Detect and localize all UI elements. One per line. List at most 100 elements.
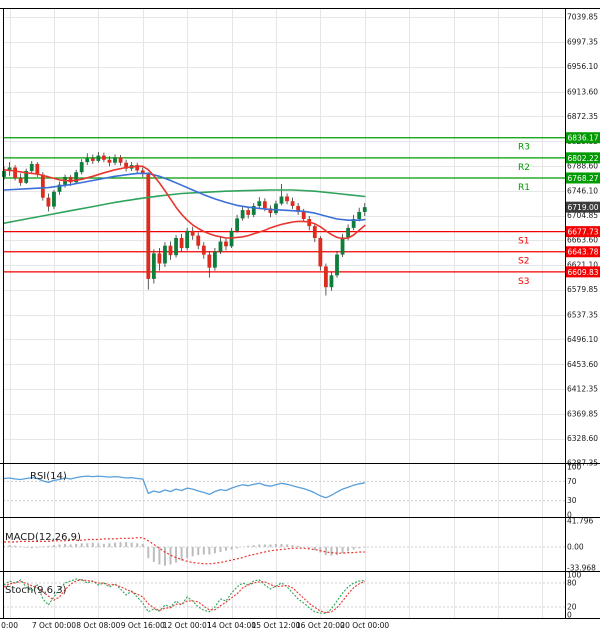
candle-body <box>174 237 178 256</box>
candle-body <box>274 203 278 214</box>
candle-body <box>140 170 145 174</box>
candle-body <box>301 211 306 220</box>
time-tick-label: 16 Oct 20:00 <box>296 621 345 630</box>
candle-body <box>262 201 267 209</box>
support-label-s1: S1 <box>518 237 529 247</box>
rsi-tick-label: 70 <box>567 477 577 486</box>
price-tick-label: 6537.35 <box>567 310 598 319</box>
price-tick-label: 6579.85 <box>567 285 598 294</box>
candle-body <box>346 227 350 238</box>
price-tick-label: 6788.60 <box>567 161 598 170</box>
price-tick-label: 6913.60 <box>567 87 598 96</box>
svg-text:6609.83: 6609.83 <box>568 268 599 277</box>
candle-body <box>57 184 62 192</box>
time-tick-label: 12 Oct 00:01 <box>163 621 212 630</box>
ma-line-red <box>3 165 366 240</box>
candle-body <box>224 241 228 247</box>
price-tick-label: 6412.35 <box>567 384 598 393</box>
candle-body <box>74 172 79 183</box>
stoch-tick-label: 0 <box>567 611 572 620</box>
candle-body <box>90 158 95 161</box>
price-label-s3: 6609.83 <box>565 266 600 278</box>
price-tick-label: 6872.35 <box>567 112 598 121</box>
price-tick-label: 6453.60 <box>567 360 598 369</box>
price-label-r3: 6836.17 <box>565 132 600 144</box>
rsi-tick-label: 100 <box>567 463 582 472</box>
candle-body <box>329 275 334 288</box>
candle-body <box>357 211 362 220</box>
rsi-line <box>3 475 365 499</box>
svg-text:6719.00: 6719.00 <box>568 203 599 212</box>
support-label-s3: S3 <box>518 277 529 287</box>
candle-body <box>163 245 167 264</box>
candle-body <box>201 245 206 255</box>
rsi-indicator-label: RSI(14) <box>30 471 67 482</box>
candle-body <box>190 230 195 236</box>
candle-body <box>312 226 317 238</box>
svg-text:6643.78: 6643.78 <box>568 248 599 257</box>
macd-tick-label: 0.00 <box>567 543 584 552</box>
stoch-tick-label: 80 <box>567 579 577 588</box>
price-label-s1: 6677.73 <box>565 226 600 238</box>
price-tick-label: 6997.35 <box>567 38 598 47</box>
macd-signal-line <box>4 537 365 565</box>
candle-body <box>107 159 112 163</box>
stoch-d-line <box>3 579 366 614</box>
candle-body <box>24 171 29 183</box>
macd-tick-label: 41.796 <box>567 517 593 526</box>
rsi-tick-label: 0 <box>567 511 572 520</box>
svg-text:6802.22: 6802.22 <box>568 154 599 163</box>
candle-body <box>52 191 56 207</box>
candle-body <box>257 201 262 206</box>
stoch-indicator-label: Stoch(9,6,3) <box>5 585 67 596</box>
candle-body <box>324 266 328 288</box>
svg-text:6836.17: 6836.17 <box>568 134 599 143</box>
price-tick-label: 6956.10 <box>567 62 598 71</box>
time-axis: 0:00 7 Oct 00:00 8 Oct 08:00 9 Oct 16:0012 … <box>1 621 389 630</box>
candle-body <box>13 167 17 179</box>
candle-body <box>268 208 273 214</box>
candle-body <box>290 201 295 206</box>
candlestick-series <box>2 152 367 296</box>
panel-borders <box>0 8 600 619</box>
price-tick-label: 6746.10 <box>567 187 598 196</box>
time-tick-label: 0:00 <box>1 621 18 630</box>
price-tick-label: 7039.85 <box>567 13 598 22</box>
time-tick-label: 14 Oct 04:00 <box>207 621 256 630</box>
time-tick-label: 8 Oct 08:00 <box>76 621 120 630</box>
candle-body <box>318 237 323 267</box>
candle-body <box>185 230 190 249</box>
rsi-panel: 100 70 30 0 <box>3 463 582 520</box>
candle-body <box>207 254 212 268</box>
price-tick-label: 6369.85 <box>567 410 598 419</box>
price-tick-label: 6663.60 <box>567 236 598 245</box>
macd-tick-label: -33.968 <box>567 564 596 573</box>
candle-body <box>124 162 128 169</box>
macd-indicator-label: MACD(12,26,9) <box>5 532 81 543</box>
candle-body <box>146 173 151 279</box>
svg-text:6768.27: 6768.27 <box>568 174 599 183</box>
candle-body <box>251 205 256 215</box>
price-tick-label: 6496.10 <box>567 335 598 344</box>
candle-body <box>102 155 106 160</box>
time-tick-label: 7 Oct 00:00 <box>32 621 76 630</box>
resistance-label-r3: R3 <box>518 143 530 153</box>
candle-body <box>79 162 84 173</box>
ma-line-blue <box>3 172 366 221</box>
candle-body <box>96 155 101 161</box>
candle-body <box>7 167 12 172</box>
price-axis: 7039.856997.356956.106913.606872.356829.… <box>567 13 598 468</box>
candle-body <box>29 163 34 172</box>
candle-body <box>196 235 201 246</box>
candle-body <box>296 205 301 212</box>
price-label-r2: 6802.22 <box>565 152 600 164</box>
candle-body <box>240 210 245 219</box>
price-label-s2: 6643.78 <box>565 246 600 258</box>
svg-text:6677.73: 6677.73 <box>568 228 599 237</box>
candle-body <box>40 174 45 198</box>
candle-body <box>335 254 339 276</box>
candle-body <box>218 241 223 252</box>
